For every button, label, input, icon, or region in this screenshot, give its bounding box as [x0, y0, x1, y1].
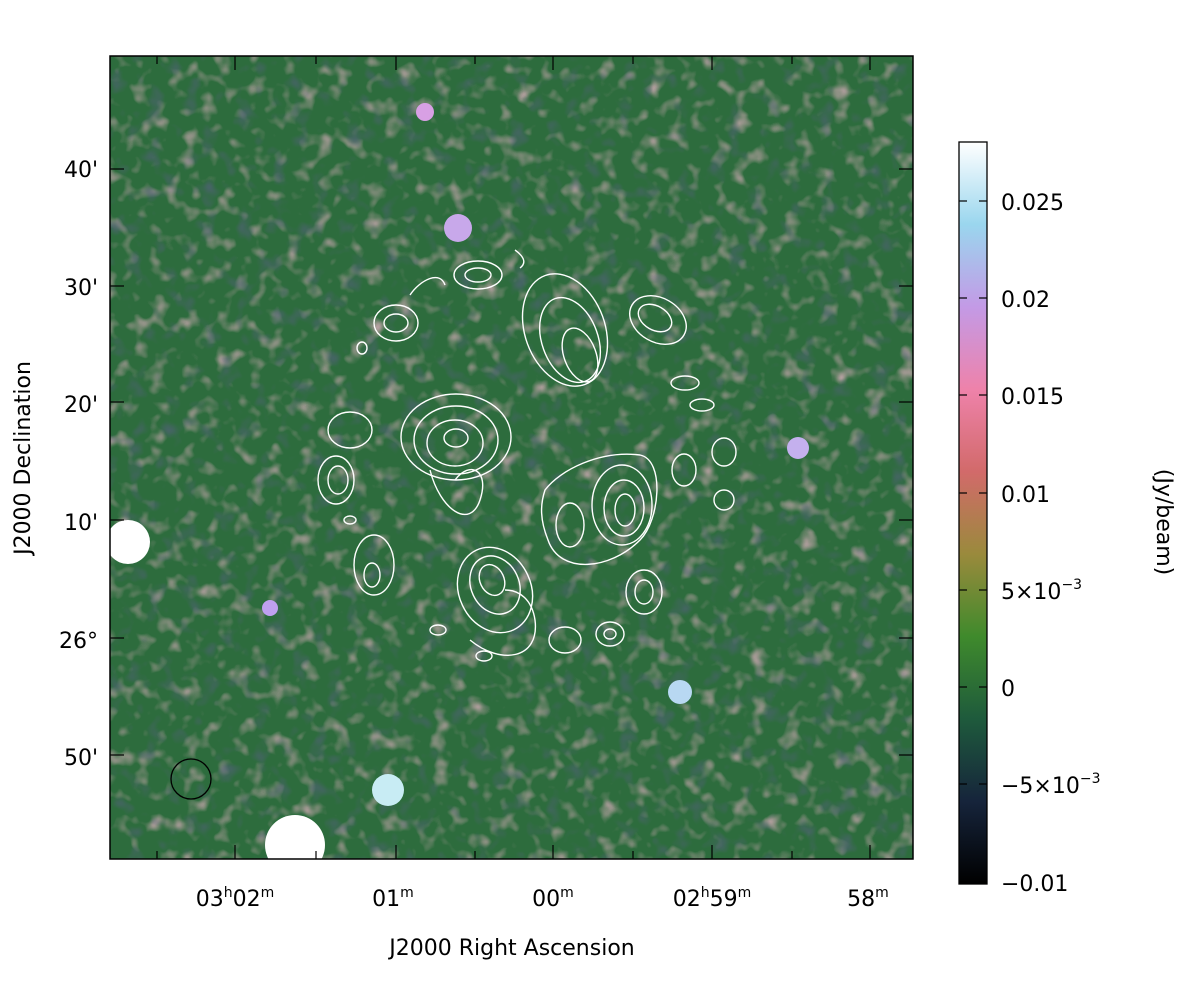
colorbar-tick-label: −5×10−3: [1001, 771, 1101, 799]
colorbar-tick-labels: 0.025 0.02 0.015 0.01 5×10−3 0 −5×10−3 −…: [1001, 191, 1101, 897]
colorbar: 0.025 0.02 0.015 0.01 5×10−3 0 −5×10−3 −…: [958, 141, 1176, 897]
bright-source: [265, 815, 325, 859]
dec-tick-label: 10': [64, 511, 98, 536]
map-frame: [109, 55, 914, 860]
dec-tick-label: 30': [64, 276, 98, 301]
ra-tick-label: 03h02m: [196, 885, 275, 912]
colorbar-tick-label: 0.02: [1001, 288, 1050, 313]
ra-tick-label: 00m: [532, 885, 574, 912]
colorbar-tick-marks: [959, 200, 987, 883]
colorbar-tick-label: 0.015: [1001, 385, 1064, 410]
colorbar-tick-label: 0.01: [1001, 483, 1050, 508]
colorbar-tick-label: 5×10−3: [1001, 577, 1082, 605]
ra-tick-labels: 03h02m 01m 00m 02h59m 58m: [196, 885, 889, 912]
dec-tick-label: 50': [64, 746, 98, 771]
contour-overlay: [317, 249, 737, 662]
dec-tick-label: 20': [64, 393, 98, 418]
bright-source: [416, 103, 434, 121]
ra-tick-label: 58m: [847, 885, 889, 912]
bright-source: [444, 214, 472, 242]
map-image: [110, 56, 913, 859]
colorbar-tick-label: 0.025: [1001, 191, 1064, 216]
ra-tick-label: 01m: [372, 885, 414, 912]
y-axis-title: J2000 Declination: [11, 361, 36, 557]
colorbar-tick-label: 0: [1001, 677, 1015, 702]
colorbar-tick-label: −0.01: [1001, 872, 1068, 897]
bright-source: [110, 520, 150, 564]
bright-source: [668, 680, 692, 704]
ra-tick-label: 02h59m: [673, 885, 752, 912]
dec-tick-label: 26°: [59, 629, 98, 654]
x-axis-title: J2000 Right Ascension: [387, 936, 634, 961]
colorbar-title: (Jy/beam): [1151, 469, 1176, 576]
ra-tick-marks: [156, 56, 871, 859]
dec-tick-label: 40': [64, 158, 98, 183]
dec-tick-labels: 40' 30' 20' 10' 26° 50': [59, 158, 98, 771]
bright-source: [372, 774, 404, 806]
dec-tick-marks: [110, 168, 913, 756]
bright-source: [787, 437, 809, 459]
colorbar-gradient: [958, 141, 988, 885]
beam-ellipse: [170, 758, 212, 800]
bright-source: [262, 600, 278, 616]
